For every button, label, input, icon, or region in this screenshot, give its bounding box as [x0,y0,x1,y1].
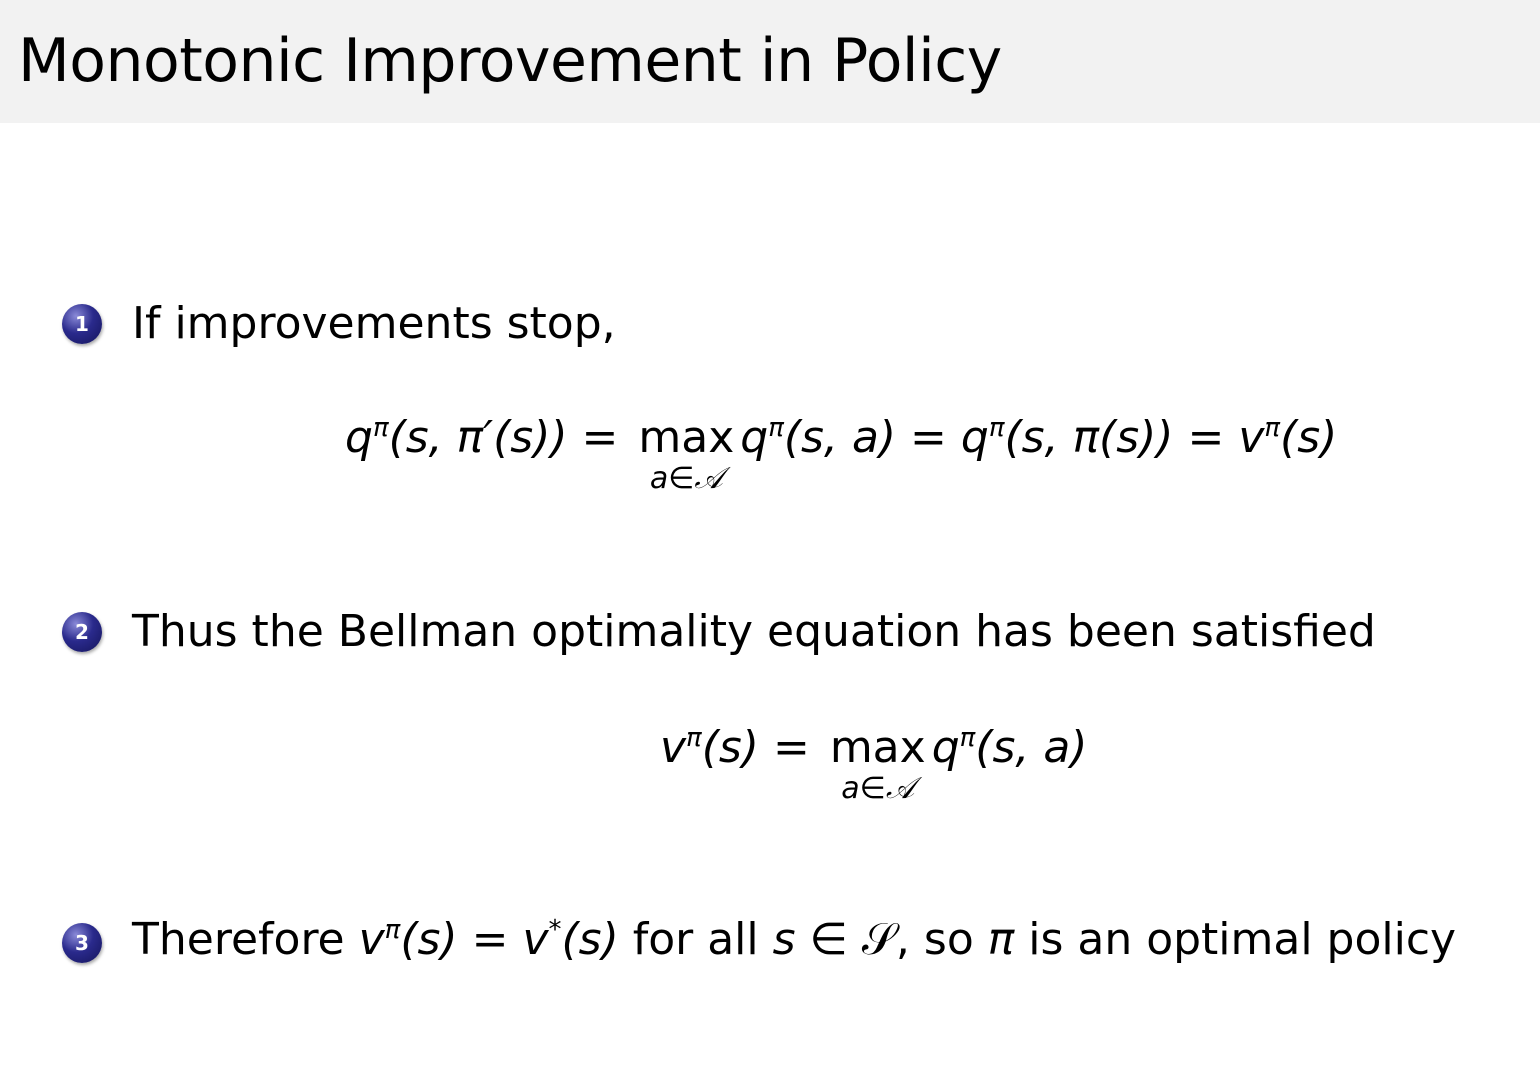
list-item-3: 3 Therefore vπ(s) = v*(s) for all s ∈ 𝒮,… [62,914,1456,972]
item-text: Therefore vπ(s) = v*(s) for all s ∈ 𝒮, s… [132,914,1456,972]
math-segment: (s) = [400,914,523,965]
math-segment: vπ [660,722,702,773]
equation-1: qπ (s, π′(s)) = max a∈𝒜 qπ (s, a) = qπ (s, π(… [345,412,1337,494]
item-text: Thus the Bellman optimality equation has… [132,606,1376,657]
math-segment: ∈ 𝒮, so [795,914,988,965]
math-segment: vπ [358,914,401,965]
math-segment: π [987,914,1015,965]
equation-2: vπ (s) = max a∈𝒜 qπ (s, a) [660,722,1087,804]
math-segment: s [772,914,796,965]
math-segment: qπ [345,412,389,463]
slide-title: Monotonic Improvement in Policy [18,26,1002,96]
math-segment: Therefore [132,914,359,965]
numbered-bullet-icon: 3 [62,923,102,963]
max-operator: max a∈𝒜 [638,412,735,496]
math-segment: v* [522,914,562,965]
math-segment: (s) [561,914,619,965]
math-segment: qπ [931,722,976,773]
max-operator: max a∈𝒜 [829,722,926,806]
math-segment: (s, a) = [783,412,961,463]
numbered-bullet-icon: 1 [62,303,102,344]
item-text: If improvements stop, [132,298,616,349]
title-bar: Monotonic Improvement in Policy [0,0,1540,123]
math-segment: (s, a) [975,722,1088,773]
math-segment: is an optimal policy [1014,914,1457,965]
numbered-bullet-icon: 2 [62,611,102,652]
math-segment: (s) [1280,412,1338,463]
math-segment: (s, π(s)) = [1004,412,1239,463]
list-item-2: 2 Thus the Bellman optimality equation h… [62,606,1376,657]
math-segment: (s) = [701,722,824,773]
math-segment: for all [618,914,773,965]
math-segment: (s, π′(s)) = [388,412,633,463]
list-item-1: 1 If improvements stop, [62,298,616,349]
math-segment: vπ [1238,412,1281,463]
math-segment: qπ [740,412,784,463]
math-segment: qπ [960,412,1005,463]
